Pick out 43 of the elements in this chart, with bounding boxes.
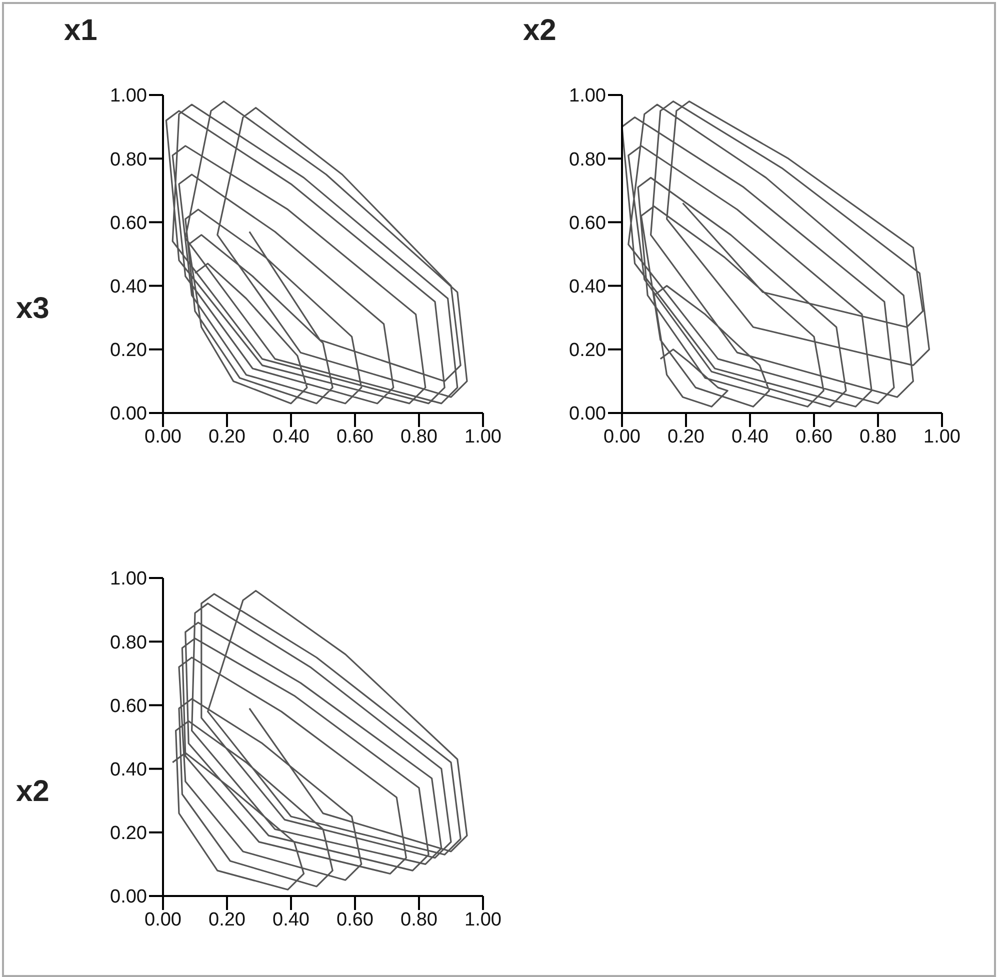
line-series bbox=[622, 100, 930, 408]
y-tick-label: 0.80 bbox=[110, 149, 147, 170]
y-tick-label: 0.20 bbox=[569, 340, 606, 362]
x-tick-label: 1.00 bbox=[924, 426, 960, 448]
x-tick-label: 0.00 bbox=[144, 426, 182, 448]
x-tick-label: 0.00 bbox=[144, 909, 182, 930]
y-tick-label: 0.00 bbox=[569, 404, 606, 425]
x-tick-label: 0.60 bbox=[336, 426, 374, 448]
x-tick-label: 0.40 bbox=[272, 909, 310, 930]
y-tick-label: 0.60 bbox=[110, 696, 147, 717]
y-tick-label: 0.80 bbox=[569, 149, 606, 170]
line-series bbox=[165, 100, 468, 404]
x-tick-label: 0.80 bbox=[400, 426, 438, 448]
y-tick-label: 0.20 bbox=[110, 823, 147, 844]
x-tick-label: 0.80 bbox=[400, 909, 438, 930]
x-tick-label: 1.00 bbox=[464, 909, 502, 930]
x-tick-label: 1.00 bbox=[464, 426, 502, 448]
y-tick-label: 0.80 bbox=[110, 632, 147, 654]
y-axis-title: x2 bbox=[16, 775, 50, 809]
x-tick-label: 0.60 bbox=[336, 909, 374, 930]
y-tick-label: 1.00 bbox=[569, 86, 606, 107]
x-tick-label: 0.20 bbox=[208, 909, 246, 930]
y-tick-label: 1.00 bbox=[110, 86, 147, 107]
y-axis-title: x3 bbox=[16, 292, 50, 326]
y-tick-label: 0.40 bbox=[110, 276, 147, 298]
x-tick-label: 0.40 bbox=[732, 426, 768, 448]
y-tick-label: 0.40 bbox=[110, 760, 147, 781]
y-tick-label: 0.20 bbox=[110, 340, 147, 362]
x-tick-label: 0.40 bbox=[272, 426, 310, 448]
x-tick-label: 0.00 bbox=[604, 426, 640, 448]
x-tick-label: 0.20 bbox=[208, 426, 246, 448]
y-tick-label: 0.40 bbox=[569, 276, 606, 298]
y-tick-label: 0.00 bbox=[110, 886, 147, 908]
y-tick-label: 0.60 bbox=[569, 212, 606, 234]
y-tick-label: 0.60 bbox=[110, 212, 147, 234]
x-tick-label: 0.80 bbox=[860, 426, 896, 448]
chart-title: x1 bbox=[64, 14, 98, 48]
x-tick-label: 0.20 bbox=[668, 426, 704, 448]
line-series bbox=[172, 590, 468, 890]
y-tick-label: 0.00 bbox=[110, 404, 147, 425]
chart-title: x2 bbox=[523, 14, 556, 48]
x-tick-label: 0.60 bbox=[796, 426, 832, 448]
y-tick-label: 1.00 bbox=[110, 568, 147, 590]
